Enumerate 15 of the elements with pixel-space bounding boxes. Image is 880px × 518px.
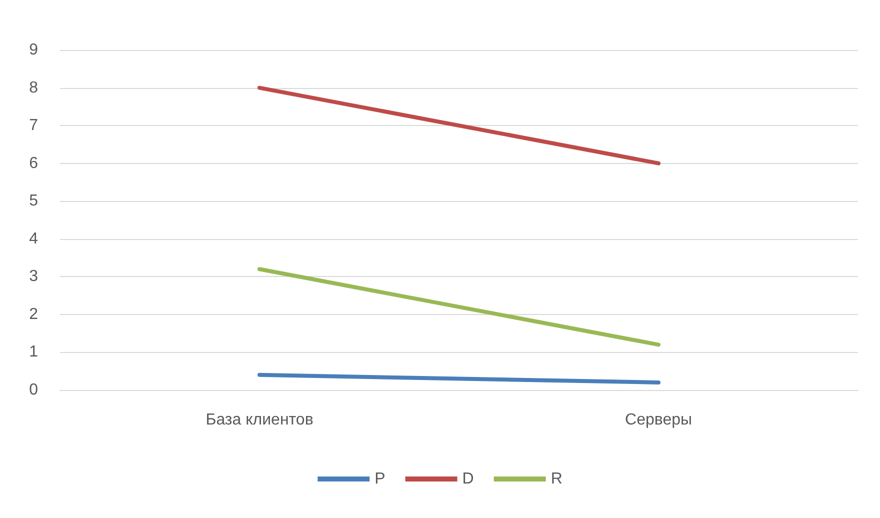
y-tick-label: 5: [29, 192, 38, 210]
legend-label: D: [462, 470, 474, 488]
y-tick-label: 2: [29, 306, 38, 323]
y-tick-label: 4: [29, 230, 38, 248]
x-tick-label: База клиентов: [206, 412, 314, 428]
y-tick-label: 6: [29, 154, 38, 172]
legend-label: P: [374, 470, 386, 488]
y-tick-label: 8: [29, 79, 38, 96]
y-tick-label: 1: [29, 344, 38, 361]
y-tick-label: 7: [29, 117, 38, 134]
y-tick-label: 9: [29, 42, 38, 58]
y-tick-label: 0: [29, 382, 38, 398]
y-tick-label: 3: [29, 268, 38, 286]
x-tick-label: Серверы: [625, 412, 692, 428]
legend-label: R: [550, 470, 562, 488]
